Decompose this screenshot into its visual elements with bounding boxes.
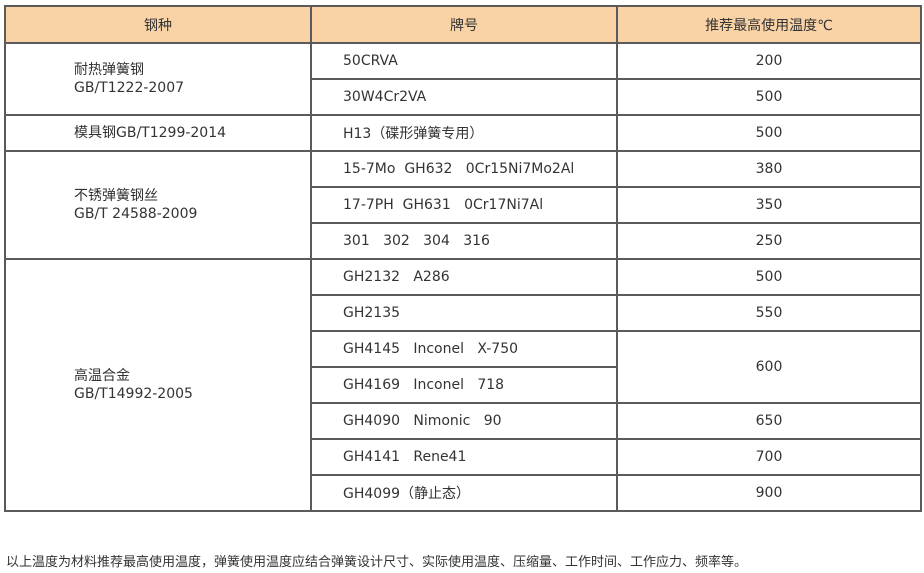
steel-type-standard: GB/T14992-2005 xyxy=(74,386,193,402)
table-row: GH4141 Rene41 700 xyxy=(5,438,922,476)
steel-type-name: 高温合金 xyxy=(74,368,130,384)
grade-cell: 301 302 304 316 xyxy=(310,222,618,260)
temp-cell: 380 xyxy=(616,150,922,188)
steel-type-cell: 不锈弹簧钢丝 GB/T 24588-2009 xyxy=(4,150,312,260)
temp-cell: 600 xyxy=(616,330,922,404)
table-row: 高温合金 GB/T14992-2005 GH2132 A286 500 xyxy=(4,258,922,512)
table-row: 30W4Cr2VA 500 xyxy=(5,78,922,116)
grade-cell: 30W4Cr2VA xyxy=(310,78,618,116)
spring-steel-temperature-table: 钢种 牌号 推荐最高使用温度℃ 耐热弹簧钢 GB/T1222-2007 50CRV… xyxy=(4,5,922,512)
table-row: 17-7PH GH631 0Cr17Ni7Al 350 xyxy=(5,186,922,224)
temp-cell: 500 xyxy=(616,78,922,116)
grade-cell: GH4090 Nimonic 90 xyxy=(310,402,618,440)
steel-type-cell: 耐热弹簧钢 GB/T1222-2007 xyxy=(4,42,312,116)
grade-cell: GH4141 Rene41 xyxy=(310,438,618,476)
grade-cell: H13（碟形弹簧专用） xyxy=(310,114,618,152)
grade-cell: GH4145 Inconel X-750 xyxy=(310,330,618,368)
temp-cell: 200 xyxy=(616,42,922,80)
table-row: GH4169 Inconel 718 xyxy=(5,366,921,404)
table-header-row: 钢种 牌号 推荐最高使用温度℃ xyxy=(4,5,922,44)
steel-type-name: 耐热弹簧钢 xyxy=(74,62,144,78)
header-max-temp: 推荐最高使用温度℃ xyxy=(616,5,922,44)
table-row: 耐热弹簧钢 GB/T1222-2007 50CRVA 200 xyxy=(4,42,922,116)
table-row: 模具钢GB/T1299-2014 H13（碟形弹簧专用） 500 xyxy=(4,114,922,152)
temp-cell: 700 xyxy=(616,438,922,476)
grade-cell: 15-7Mo GH632 0Cr15Ni7Mo2Al xyxy=(310,150,618,188)
grade-cell: 17-7PH GH631 0Cr17Ni7Al xyxy=(310,186,618,224)
grade-cell: 50CRVA xyxy=(310,42,618,80)
table-row: GH2135 550 xyxy=(5,294,922,332)
temp-cell: 500 xyxy=(616,114,922,152)
steel-type-name: 不锈弹簧钢丝 xyxy=(74,188,158,204)
table-row: 不锈弹簧钢丝 GB/T 24588-2009 15-7Mo GH632 0Cr15… xyxy=(4,150,922,260)
grade-cell: GH2132 A286 xyxy=(310,258,618,296)
steel-type-cell: 模具钢GB/T1299-2014 xyxy=(4,114,312,152)
temp-cell: 550 xyxy=(616,294,922,332)
table-row: GH4090 Nimonic 90 650 xyxy=(5,402,922,440)
footnote: 以上温度为材料推荐最高使用温度，弹簧使用温度应结合弹簧设计尺寸、实际使用温度、压… xyxy=(6,555,748,570)
temp-cell: 900 xyxy=(616,474,922,512)
temp-cell: 250 xyxy=(616,222,922,260)
header-steel-type: 钢种 xyxy=(4,5,312,44)
header-grade: 牌号 xyxy=(310,5,618,44)
steel-type-standard: GB/T 24588-2009 xyxy=(74,206,198,222)
steel-type-standard: GB/T1222-2007 xyxy=(74,80,185,96)
temp-cell: 350 xyxy=(616,186,922,224)
temp-cell: 500 xyxy=(616,258,922,296)
grade-cell: GH4099（静止态） xyxy=(310,474,618,512)
table-row: 301 302 304 316 250 xyxy=(5,222,922,260)
steel-type-cell: 高温合金 GB/T14992-2005 xyxy=(4,258,312,512)
grade-cell: GH2135 xyxy=(310,294,618,332)
table-row: GH4099（静止态） 900 xyxy=(5,474,922,512)
table-row: GH4145 Inconel X-750 600 xyxy=(5,330,922,404)
temp-cell: 650 xyxy=(616,402,922,440)
grade-cell: GH4169 Inconel 718 xyxy=(310,366,618,404)
